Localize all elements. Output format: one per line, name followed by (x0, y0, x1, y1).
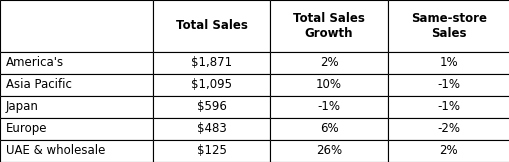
Bar (153, 118, 270, 140)
Text: $1,871: $1,871 (191, 56, 232, 69)
Bar (270, 0, 387, 52)
Bar (270, 0, 387, 52)
Bar (0, 74, 153, 96)
Bar (387, 52, 509, 74)
Bar (387, 74, 509, 96)
Text: $1,095: $1,095 (191, 78, 232, 91)
Bar (0, 118, 153, 140)
Bar (270, 118, 387, 140)
Text: Europe: Europe (6, 122, 47, 135)
Text: -2%: -2% (436, 122, 460, 135)
Text: Asia Pacific: Asia Pacific (6, 78, 72, 91)
Text: 2%: 2% (319, 56, 337, 69)
Bar (270, 52, 387, 74)
Text: UAE & wholesale: UAE & wholesale (6, 145, 105, 157)
Bar (0, 96, 153, 118)
Bar (0, 118, 153, 140)
Bar (270, 74, 387, 96)
Bar (387, 0, 509, 52)
Text: 2%: 2% (439, 145, 457, 157)
Text: Japan: Japan (6, 100, 39, 113)
Bar (0, 140, 153, 162)
Bar (0, 0, 153, 52)
Bar (0, 52, 153, 74)
Bar (153, 140, 270, 162)
Bar (0, 96, 153, 118)
Bar (153, 74, 270, 96)
Bar (387, 0, 509, 52)
Bar (270, 140, 387, 162)
Text: Total Sales: Total Sales (176, 19, 247, 32)
Bar (153, 0, 270, 52)
Bar (153, 96, 270, 118)
Bar (387, 74, 509, 96)
Text: 10%: 10% (316, 78, 341, 91)
Bar (387, 140, 509, 162)
Bar (0, 0, 153, 52)
Bar (0, 74, 153, 96)
Bar (387, 118, 509, 140)
Text: -1%: -1% (436, 100, 460, 113)
Text: Total Sales
Growth: Total Sales Growth (293, 12, 364, 40)
Bar (153, 74, 270, 96)
Bar (387, 52, 509, 74)
Bar (153, 0, 270, 52)
Bar (153, 118, 270, 140)
Bar (387, 96, 509, 118)
Text: -1%: -1% (436, 78, 460, 91)
Bar (270, 96, 387, 118)
Bar (0, 140, 153, 162)
Bar (270, 118, 387, 140)
Bar (270, 96, 387, 118)
Bar (270, 140, 387, 162)
Bar (153, 52, 270, 74)
Text: Same-store
Sales: Same-store Sales (410, 12, 486, 40)
Text: $596: $596 (196, 100, 226, 113)
Text: $483: $483 (196, 122, 226, 135)
Text: 1%: 1% (439, 56, 457, 69)
Text: 26%: 26% (315, 145, 342, 157)
Bar (387, 118, 509, 140)
Text: 6%: 6% (319, 122, 337, 135)
Bar (0, 52, 153, 74)
Bar (387, 140, 509, 162)
Bar (270, 52, 387, 74)
Bar (153, 96, 270, 118)
Bar (270, 74, 387, 96)
Text: $125: $125 (196, 145, 226, 157)
Bar (153, 140, 270, 162)
Text: -1%: -1% (317, 100, 340, 113)
Text: America's: America's (6, 56, 64, 69)
Bar (387, 96, 509, 118)
Bar (153, 52, 270, 74)
